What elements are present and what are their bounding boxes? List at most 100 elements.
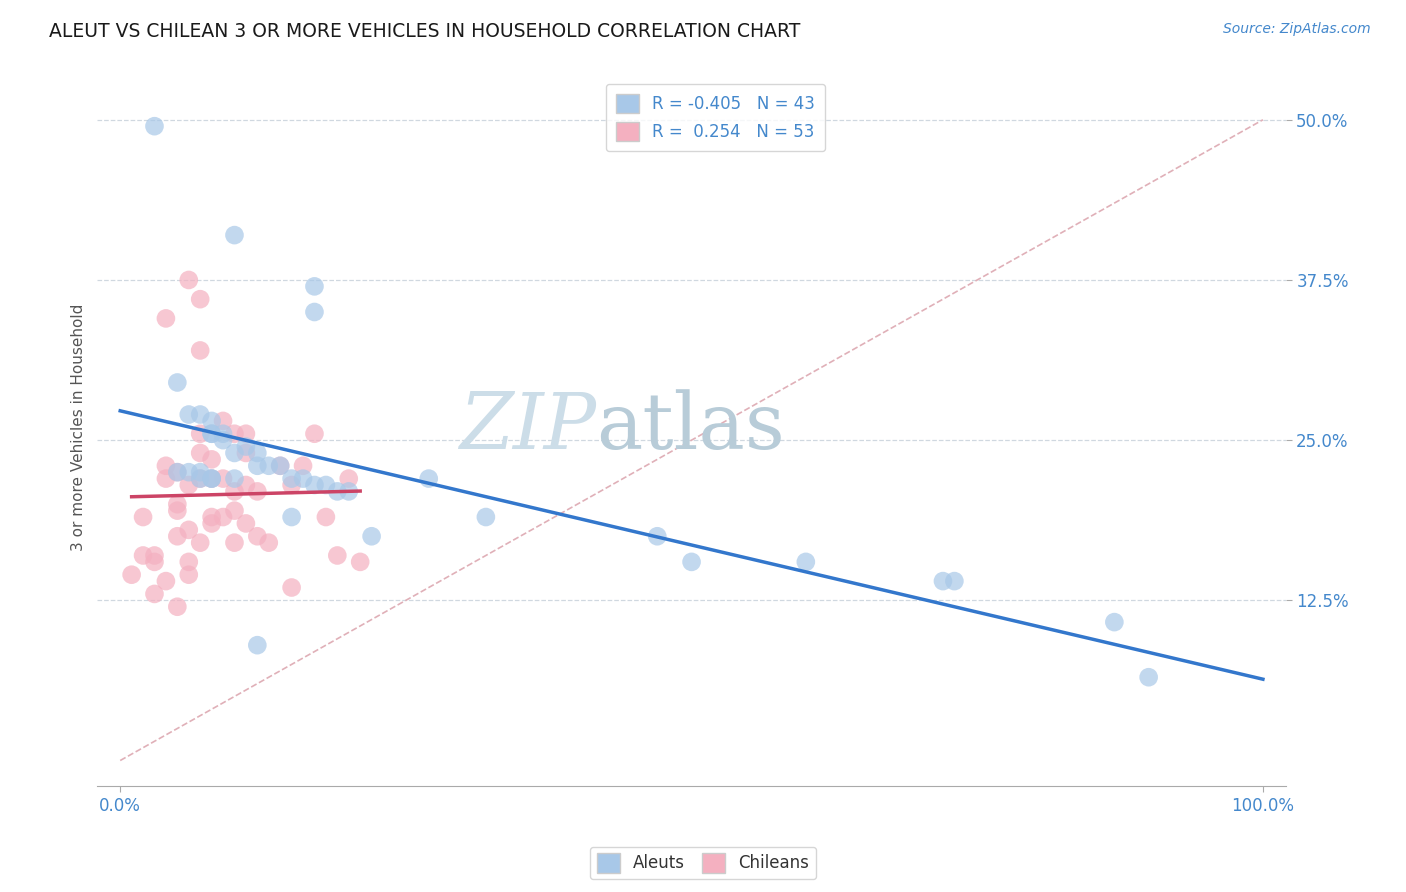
Point xyxy=(932,574,955,588)
Point xyxy=(224,503,246,517)
Point xyxy=(155,458,177,473)
Point xyxy=(280,472,302,486)
Point xyxy=(794,555,817,569)
Point xyxy=(235,516,257,531)
Point xyxy=(166,497,188,511)
Point xyxy=(235,478,257,492)
Point xyxy=(315,510,337,524)
Point xyxy=(360,529,382,543)
Point xyxy=(246,458,269,473)
Point xyxy=(201,414,224,428)
Point xyxy=(188,465,211,479)
Point xyxy=(132,510,155,524)
Point xyxy=(304,478,326,492)
Point xyxy=(224,426,246,441)
Point xyxy=(475,510,498,524)
Text: ZIP: ZIP xyxy=(460,389,596,466)
Point xyxy=(943,574,966,588)
Point xyxy=(155,311,177,326)
Point xyxy=(143,119,166,133)
Point xyxy=(337,472,360,486)
Point xyxy=(166,465,188,479)
Point xyxy=(292,458,315,473)
Point xyxy=(155,472,177,486)
Point xyxy=(188,535,211,549)
Point xyxy=(201,510,224,524)
Point xyxy=(177,478,200,492)
Point xyxy=(143,555,166,569)
Point xyxy=(224,484,246,499)
Point xyxy=(269,458,291,473)
Point xyxy=(188,446,211,460)
Point xyxy=(304,305,326,319)
Point xyxy=(155,574,177,588)
Y-axis label: 3 or more Vehicles in Household: 3 or more Vehicles in Household xyxy=(72,303,86,551)
Point xyxy=(212,414,235,428)
Point xyxy=(188,472,211,486)
Point xyxy=(166,599,188,614)
Legend: R = -0.405   N = 43, R =  0.254   N = 53: R = -0.405 N = 43, R = 0.254 N = 53 xyxy=(606,84,825,151)
Point xyxy=(201,516,224,531)
Text: ALEUT VS CHILEAN 3 OR MORE VEHICLES IN HOUSEHOLD CORRELATION CHART: ALEUT VS CHILEAN 3 OR MORE VEHICLES IN H… xyxy=(49,22,800,41)
Point xyxy=(246,446,269,460)
Point xyxy=(201,472,224,486)
Point xyxy=(188,472,211,486)
Point xyxy=(349,555,371,569)
Point xyxy=(212,472,235,486)
Point xyxy=(645,529,668,543)
Point xyxy=(326,549,349,563)
Point xyxy=(326,484,349,499)
Point xyxy=(235,440,257,454)
Point xyxy=(201,426,224,441)
Point xyxy=(235,426,257,441)
Point xyxy=(166,529,188,543)
Point xyxy=(257,458,280,473)
Point xyxy=(132,549,155,563)
Point xyxy=(212,510,235,524)
Point xyxy=(235,446,257,460)
Text: atlas: atlas xyxy=(596,390,785,466)
Point xyxy=(257,535,280,549)
Point xyxy=(212,426,235,441)
Point xyxy=(188,426,211,441)
Point xyxy=(121,567,143,582)
Point xyxy=(177,523,200,537)
Point xyxy=(304,426,326,441)
Point xyxy=(315,478,337,492)
Point xyxy=(177,408,200,422)
Point xyxy=(188,292,211,306)
Point xyxy=(177,465,200,479)
Point xyxy=(269,458,291,473)
Point xyxy=(246,529,269,543)
Point xyxy=(280,478,302,492)
Point xyxy=(143,587,166,601)
Point xyxy=(188,343,211,358)
Point xyxy=(201,426,224,441)
Point xyxy=(201,472,224,486)
Point xyxy=(177,555,200,569)
Text: Source: ZipAtlas.com: Source: ZipAtlas.com xyxy=(1223,22,1371,37)
Point xyxy=(188,408,211,422)
Point xyxy=(280,510,302,524)
Point xyxy=(177,567,200,582)
Point xyxy=(224,535,246,549)
Point xyxy=(681,555,703,569)
Point xyxy=(224,228,246,243)
Point xyxy=(166,503,188,517)
Point xyxy=(1137,670,1160,684)
Point xyxy=(143,549,166,563)
Point xyxy=(166,465,188,479)
Point xyxy=(337,484,360,499)
Point xyxy=(201,472,224,486)
Point xyxy=(224,472,246,486)
Legend: Aleuts, Chileans: Aleuts, Chileans xyxy=(591,847,815,880)
Point xyxy=(246,638,269,652)
Point xyxy=(304,279,326,293)
Point xyxy=(292,472,315,486)
Point xyxy=(280,581,302,595)
Point xyxy=(166,376,188,390)
Point xyxy=(1104,615,1126,629)
Point xyxy=(224,446,246,460)
Point xyxy=(177,273,200,287)
Point xyxy=(246,484,269,499)
